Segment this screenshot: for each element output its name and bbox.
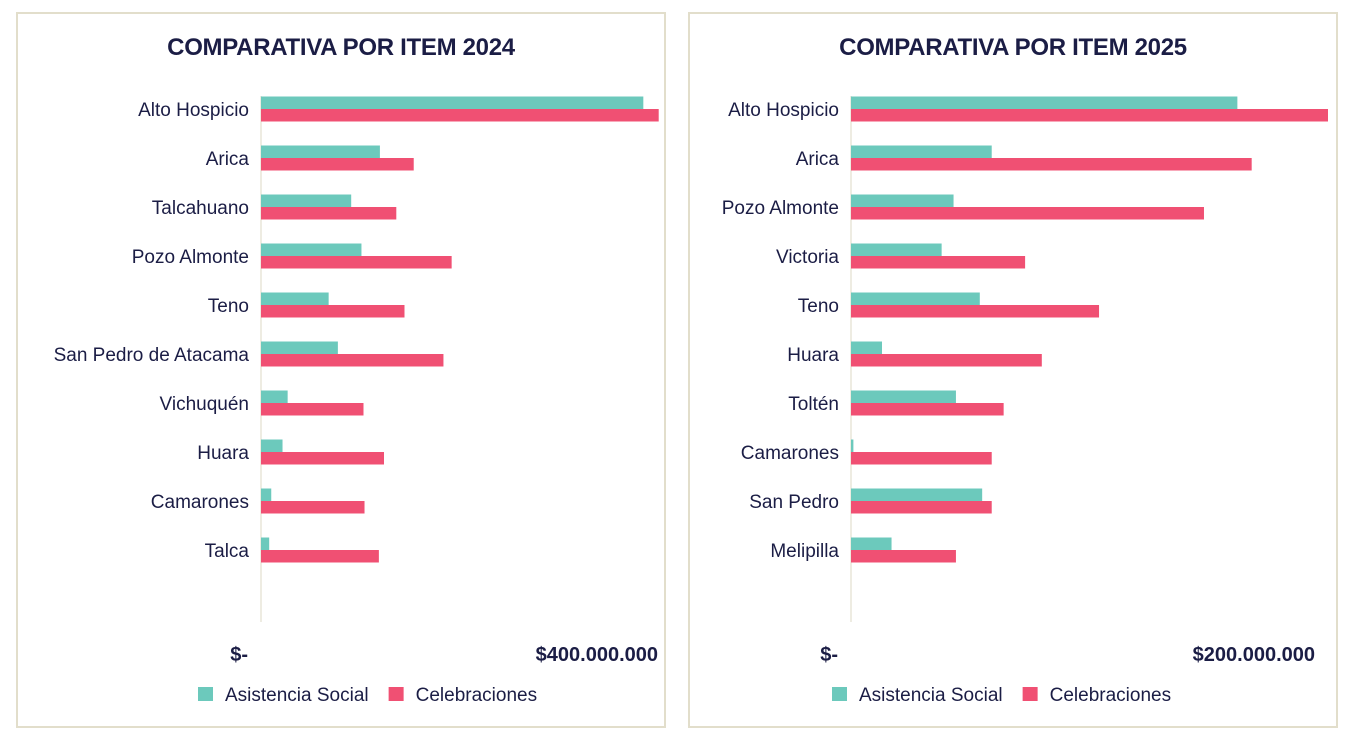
category-label: Huara xyxy=(197,443,249,464)
bar-celebraciones xyxy=(851,207,1204,220)
chart-panel-2025: COMPARATIVA POR ITEM 2025 Alto Hospicio A… xyxy=(688,12,1338,728)
bar-celebraciones xyxy=(261,501,365,514)
bar-asistencia-social xyxy=(261,341,338,354)
bar-asistencia-social xyxy=(261,96,644,109)
legend-swatch xyxy=(198,687,213,701)
category-label: Huara xyxy=(787,345,839,366)
category-label: Melipilla xyxy=(770,541,839,562)
legend-label: Celebraciones xyxy=(416,685,537,706)
bar-asistencia-social xyxy=(261,292,329,305)
bar-celebraciones xyxy=(851,403,1004,416)
category-label: San Pedro xyxy=(749,492,839,513)
bar-asistencia-social xyxy=(851,537,892,550)
category-label: Victoria xyxy=(776,247,839,268)
category-label: Talca xyxy=(205,541,250,562)
bar-chart: Alto Hospicio Arica Pozo Almonte Victoria Te… xyxy=(722,96,1328,706)
legend-label: Asistencia Social xyxy=(859,685,1003,706)
category-label: Toltén xyxy=(788,394,839,415)
category-label: Vichuquén xyxy=(160,394,249,415)
chart-title: COMPARATIVA POR ITEM 2025 xyxy=(839,34,1187,61)
bar-celebraciones xyxy=(851,109,1328,122)
category-label: Teno xyxy=(208,296,249,317)
bar-celebraciones xyxy=(851,501,992,514)
tick-label: $200.000.000 xyxy=(1193,644,1315,666)
category-label: Alto Hospicio xyxy=(728,100,839,121)
bar-chart: Alto Hospicio Arica Talcahuano Pozo Almonte… xyxy=(54,96,659,706)
legend-label: Asistencia Social xyxy=(225,685,369,706)
legend-swatch xyxy=(832,687,847,701)
category-label: Arica xyxy=(796,149,840,170)
legend-swatch xyxy=(388,687,404,701)
bar-celebraciones xyxy=(261,550,379,563)
tick-label: $- xyxy=(230,644,248,666)
bar-celebraciones xyxy=(261,109,659,122)
bar-celebraciones xyxy=(261,207,397,220)
category-label: Camarones xyxy=(741,443,839,464)
category-label: Pozo Almonte xyxy=(132,247,249,268)
category-label: Arica xyxy=(206,149,250,170)
bar-asistencia-social xyxy=(851,243,942,256)
category-label: San Pedro de Atacama xyxy=(54,345,250,366)
bar-asistencia-social xyxy=(261,194,352,207)
category-label: Alto Hospicio xyxy=(138,100,249,121)
bar-asistencia-social xyxy=(851,292,980,305)
bar-celebraciones xyxy=(261,452,384,465)
bar-asistencia-social xyxy=(851,488,983,501)
category-label: Camarones xyxy=(151,492,249,513)
bar-celebraciones xyxy=(851,305,1100,318)
bar-celebraciones xyxy=(851,550,956,563)
tick-label: $400.000.000 xyxy=(536,644,658,666)
bar-asistencia-social xyxy=(261,390,288,403)
bar-celebraciones xyxy=(851,452,992,465)
category-label: Teno xyxy=(798,296,839,317)
category-label: Pozo Almonte xyxy=(722,198,839,219)
chart-panel-2024: COMPARATIVA POR ITEM 2024 Alto Hospicio A… xyxy=(16,12,666,728)
bar-asistencia-social xyxy=(261,243,362,256)
bar-celebraciones xyxy=(261,403,364,416)
bar-asistencia-social xyxy=(851,341,883,354)
bar-celebraciones xyxy=(851,354,1042,367)
bar-asistencia-social xyxy=(851,96,1238,109)
bar-asistencia-social xyxy=(851,390,956,403)
bar-celebraciones xyxy=(261,158,414,171)
bar-celebraciones xyxy=(261,256,452,269)
bar-asistencia-social xyxy=(851,439,854,452)
bar-celebraciones xyxy=(261,305,405,318)
bar-celebraciones xyxy=(851,256,1026,269)
bar-asistencia-social xyxy=(261,439,283,452)
legend-label: Celebraciones xyxy=(1050,685,1171,706)
legend-swatch xyxy=(1022,687,1038,701)
bar-asistencia-social xyxy=(261,145,380,158)
bar-asistencia-social xyxy=(261,537,270,550)
chart-title: COMPARATIVA POR ITEM 2024 xyxy=(167,34,515,61)
bar-asistencia-social xyxy=(851,145,992,158)
bar-asistencia-social xyxy=(851,194,954,207)
bar-celebraciones xyxy=(261,354,444,367)
tick-label: $- xyxy=(820,644,838,666)
category-label: Talcahuano xyxy=(152,198,249,219)
bar-celebraciones xyxy=(851,158,1252,171)
bar-asistencia-social xyxy=(261,488,272,501)
